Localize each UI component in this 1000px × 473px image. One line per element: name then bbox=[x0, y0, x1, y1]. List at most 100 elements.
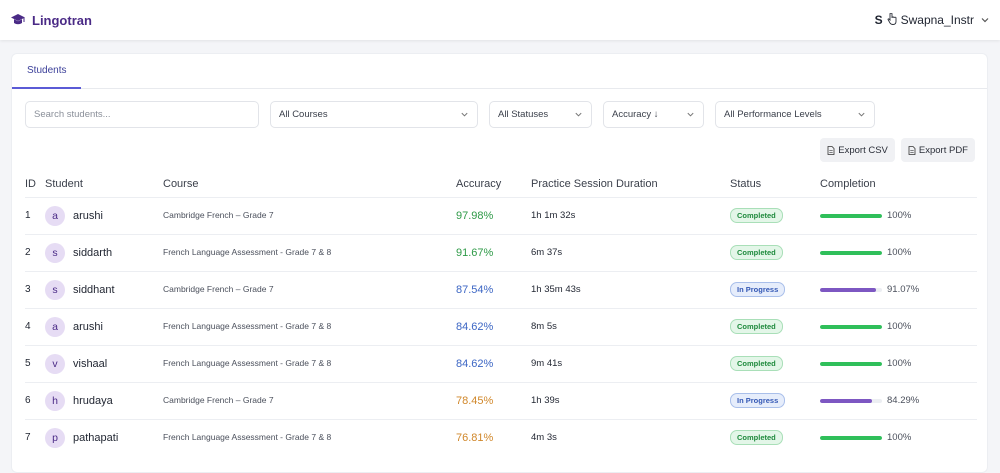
cell-student: v vishaal bbox=[45, 344, 163, 382]
cell-student: h hrudaya bbox=[45, 381, 163, 419]
table-row[interactable]: 3 s siddhant Cambridge French – Grade 7 87.5… bbox=[25, 270, 977, 308]
duration-value: 1h 1m 32s bbox=[531, 210, 576, 221]
chevron-down-icon bbox=[858, 112, 865, 117]
student-name[interactable]: pathapati bbox=[73, 431, 119, 444]
cell-id: 2 bbox=[25, 233, 45, 271]
course-filter-select[interactable]: All Courses bbox=[270, 101, 478, 128]
table-row[interactable]: 2 s siddarth French Language Assessment - G… bbox=[25, 233, 977, 271]
completion-bar bbox=[820, 287, 882, 292]
column-header-course[interactable]: Course bbox=[163, 177, 199, 190]
completion-bar-fill bbox=[820, 250, 882, 255]
accuracy-value: 97.98% bbox=[456, 209, 494, 222]
completion: 91.07% bbox=[820, 284, 977, 295]
course-name: French Language Assessment - Grade 7 & 8 bbox=[163, 432, 332, 443]
completion-percent: 100% bbox=[887, 432, 912, 444]
cell-course: French Language Assessment - Grade 7 & 8 bbox=[163, 233, 456, 271]
column-header-student[interactable]: Student bbox=[45, 177, 83, 190]
duration-value: 4m 3s bbox=[531, 432, 557, 444]
cell-status: In Progress bbox=[730, 270, 820, 308]
status-badge: Completed bbox=[730, 356, 783, 371]
status-badge: In Progress bbox=[730, 393, 786, 408]
export-pdf-button[interactable]: Export PDF bbox=[900, 138, 975, 162]
column-header-accuracy[interactable]: Accuracy bbox=[456, 177, 502, 190]
student-name[interactable]: siddhant bbox=[73, 283, 115, 296]
user-menu[interactable]: S Swapna_Instr bbox=[874, 12, 990, 28]
completion-bar-fill bbox=[820, 361, 882, 366]
student-info: h hrudaya bbox=[45, 390, 163, 411]
hand-pointer-icon bbox=[887, 12, 897, 28]
student-name[interactable]: vishaal bbox=[73, 357, 108, 370]
column-header-completion[interactable]: Completion bbox=[820, 177, 876, 190]
completion: 100% bbox=[820, 210, 977, 221]
student-name[interactable]: arushi bbox=[73, 209, 103, 222]
cell-id: 1 bbox=[25, 196, 45, 234]
completion: 100% bbox=[820, 432, 977, 443]
student-info: v vishaal bbox=[45, 353, 163, 374]
completion-percent: 100% bbox=[887, 210, 912, 221]
student-name[interactable]: hrudaya bbox=[73, 394, 113, 407]
avatar: s bbox=[45, 242, 65, 263]
column-header-id[interactable]: ID bbox=[25, 177, 36, 190]
top-bar: Lingotran S Swapna_Instr bbox=[0, 0, 1000, 40]
chevron-down-icon bbox=[687, 112, 694, 117]
accuracy-value: 87.54% bbox=[456, 283, 494, 296]
course-name: Cambridge French – Grade 7 bbox=[163, 395, 274, 405]
status-badge: In Progress bbox=[730, 282, 786, 297]
student-name[interactable]: siddarth bbox=[73, 246, 113, 259]
cell-duration: 1h 39s bbox=[531, 381, 730, 419]
export-csv-button[interactable]: Export CSV bbox=[820, 138, 895, 162]
cell-id: 3 bbox=[25, 270, 45, 308]
completion-percent: 91.07% bbox=[887, 284, 920, 295]
sort-select[interactable]: Accuracy ↓ bbox=[603, 101, 704, 128]
student-name[interactable]: arushi bbox=[73, 320, 103, 333]
cell-completion: 91.07% bbox=[820, 270, 977, 308]
completion: 100% bbox=[820, 247, 977, 258]
table-row[interactable]: 1 a arushi Cambridge French – Grade 7 97.98%… bbox=[25, 196, 977, 234]
accuracy-value: 91.67% bbox=[456, 246, 494, 259]
cell-id: 7 bbox=[25, 418, 45, 456]
cell-completion: 100% bbox=[820, 307, 977, 345]
course-name: Cambridge French – Grade 7 bbox=[163, 210, 274, 220]
cell-accuracy: 87.54% bbox=[456, 270, 531, 308]
column-header-duration[interactable]: Practice Session Duration bbox=[531, 177, 658, 190]
cell-completion: 100% bbox=[820, 233, 977, 271]
completion-bar bbox=[820, 361, 882, 366]
cell-student: s siddhant bbox=[45, 270, 163, 308]
course-name: French Language Assessment - Grade 7 & 8 bbox=[163, 358, 332, 368]
completion-bar bbox=[820, 324, 882, 329]
completion-bar bbox=[820, 250, 882, 255]
tab-students[interactable]: Students bbox=[12, 54, 82, 89]
course-name: French Language Assessment - Grade 7 & 8 bbox=[163, 247, 332, 257]
accuracy-value: 84.62% bbox=[456, 320, 494, 333]
completion-bar bbox=[820, 213, 882, 218]
table-row[interactable]: 5 v vishaal French Language Assessment - Gr… bbox=[25, 344, 977, 382]
completion-percent: 100% bbox=[887, 247, 912, 258]
student-info: p pathapati bbox=[45, 427, 163, 448]
cell-status: Completed bbox=[730, 307, 820, 345]
status-filter-value: All Statuses bbox=[498, 109, 549, 120]
column-header-status[interactable]: Status bbox=[730, 177, 762, 190]
table-header-row: ID Student Course Accuracy Practice Sess… bbox=[25, 171, 977, 197]
status-badge: Completed bbox=[730, 319, 783, 334]
cell-completion: 100% bbox=[820, 196, 977, 234]
cell-status: In Progress bbox=[730, 381, 820, 419]
cell-student: p pathapati bbox=[45, 418, 163, 456]
table-row[interactable]: 7 p pathapati French Language Assessment - … bbox=[25, 418, 977, 456]
performance-filter-select[interactable]: All Performance Levels bbox=[715, 101, 875, 128]
cell-duration: 8m 5s bbox=[531, 307, 730, 345]
avatar: a bbox=[45, 205, 65, 226]
avatar: v bbox=[45, 353, 65, 374]
course-filter-value: All Courses bbox=[279, 109, 328, 120]
table-body: 1 a arushi Cambridge French – Grade 7 97.98%… bbox=[25, 196, 977, 456]
cell-completion: 84.29% bbox=[820, 381, 977, 419]
status-filter-select[interactable]: All Statuses bbox=[489, 101, 592, 128]
duration-value: 8m 5s bbox=[531, 321, 557, 332]
brand[interactable]: Lingotran bbox=[10, 12, 92, 28]
duration-value: 1h 39s bbox=[531, 395, 560, 406]
cell-accuracy: 97.98% bbox=[456, 196, 531, 234]
search-input[interactable]: Search students... bbox=[25, 101, 259, 128]
table-row[interactable]: 6 h hrudaya Cambridge French – Grade 7 78.45… bbox=[25, 381, 977, 419]
user-initial: S bbox=[874, 13, 883, 27]
table-row[interactable]: 4 a arushi French Language Assessment - Gra… bbox=[25, 307, 977, 345]
chevron-down-icon bbox=[981, 18, 989, 23]
